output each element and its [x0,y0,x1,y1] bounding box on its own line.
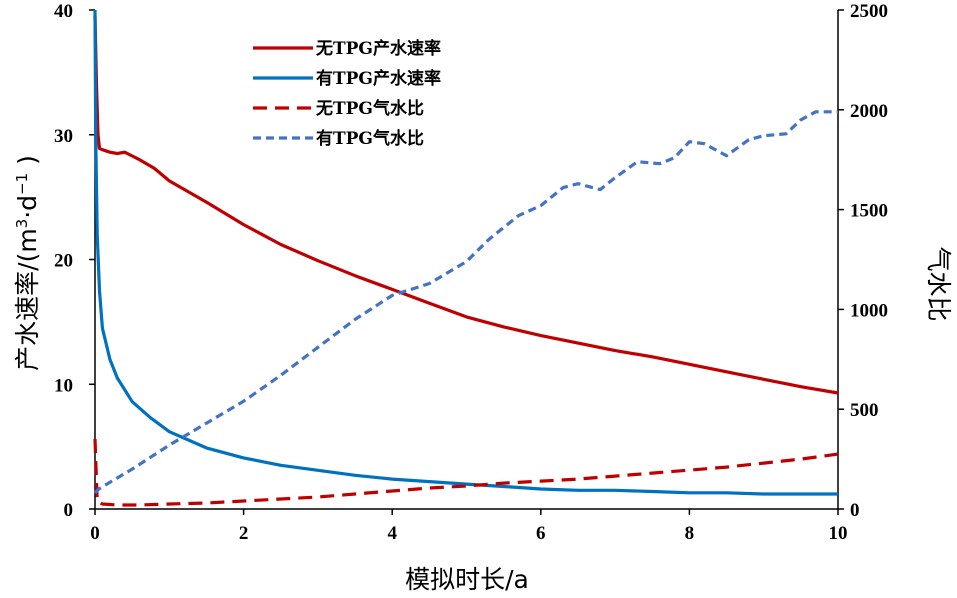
y-left-title-sup2: −1 [13,173,31,195]
y-left-axis-title: 产水速率/(m3·d−1 ) [13,155,42,371]
y-right-tick-label: 1500 [850,201,888,222]
y-right-axis-title: 气水比 [924,246,953,321]
y-left-title-suffix: ) [13,155,42,173]
legend-label-1: 无TPG产水速率 [315,38,441,59]
x-tick-label: 0 [90,523,100,544]
y-left-title-mid: ·d [13,195,42,219]
series-line-4 [93,110,838,495]
axis-frame [94,10,839,510]
x-tick-label: 10 [829,523,848,544]
y-left-tick-label: 30 [54,126,73,147]
y-left-tick-label: 20 [54,251,73,272]
series-line-2 [93,9,838,496]
x-tick-label: 8 [685,523,695,544]
legend-label-4: 有TPG气水比 [316,128,424,149]
svg-text:气水比: 气水比 [924,246,953,321]
legend-label-3: 无TPG气水比 [315,98,424,119]
x-tick-label: 4 [387,523,397,544]
y-left-title-sup1: 3 [13,219,31,229]
x-tick-label: 2 [239,523,249,544]
y-left-tick-label: 40 [54,1,73,22]
y-left-tick-label: 10 [54,375,73,396]
tick-marks [89,9,844,515]
y-right-tick-label: 500 [850,400,879,421]
y-right-tick-label: 0 [850,500,860,521]
x-tick-label: 6 [536,523,546,544]
series-line-3 [93,439,839,507]
series-lines [93,9,839,507]
series-line-1 [93,16,839,395]
y-left-tick-label: 0 [64,500,74,521]
y-left-title-prefix: 产水速率/(m [13,228,42,371]
y-right-tick-label: 2000 [850,101,888,122]
x-axis-title: 模拟时长/a [405,565,529,594]
y-right-tick-label: 2500 [850,1,888,22]
svg-text:产水速率/(m3·d−1 ): 产水速率/(m3·d−1 ) [13,155,42,371]
legend-label-2: 有TPG产水速率 [316,68,441,89]
y-right-tick-label: 1000 [850,300,888,321]
